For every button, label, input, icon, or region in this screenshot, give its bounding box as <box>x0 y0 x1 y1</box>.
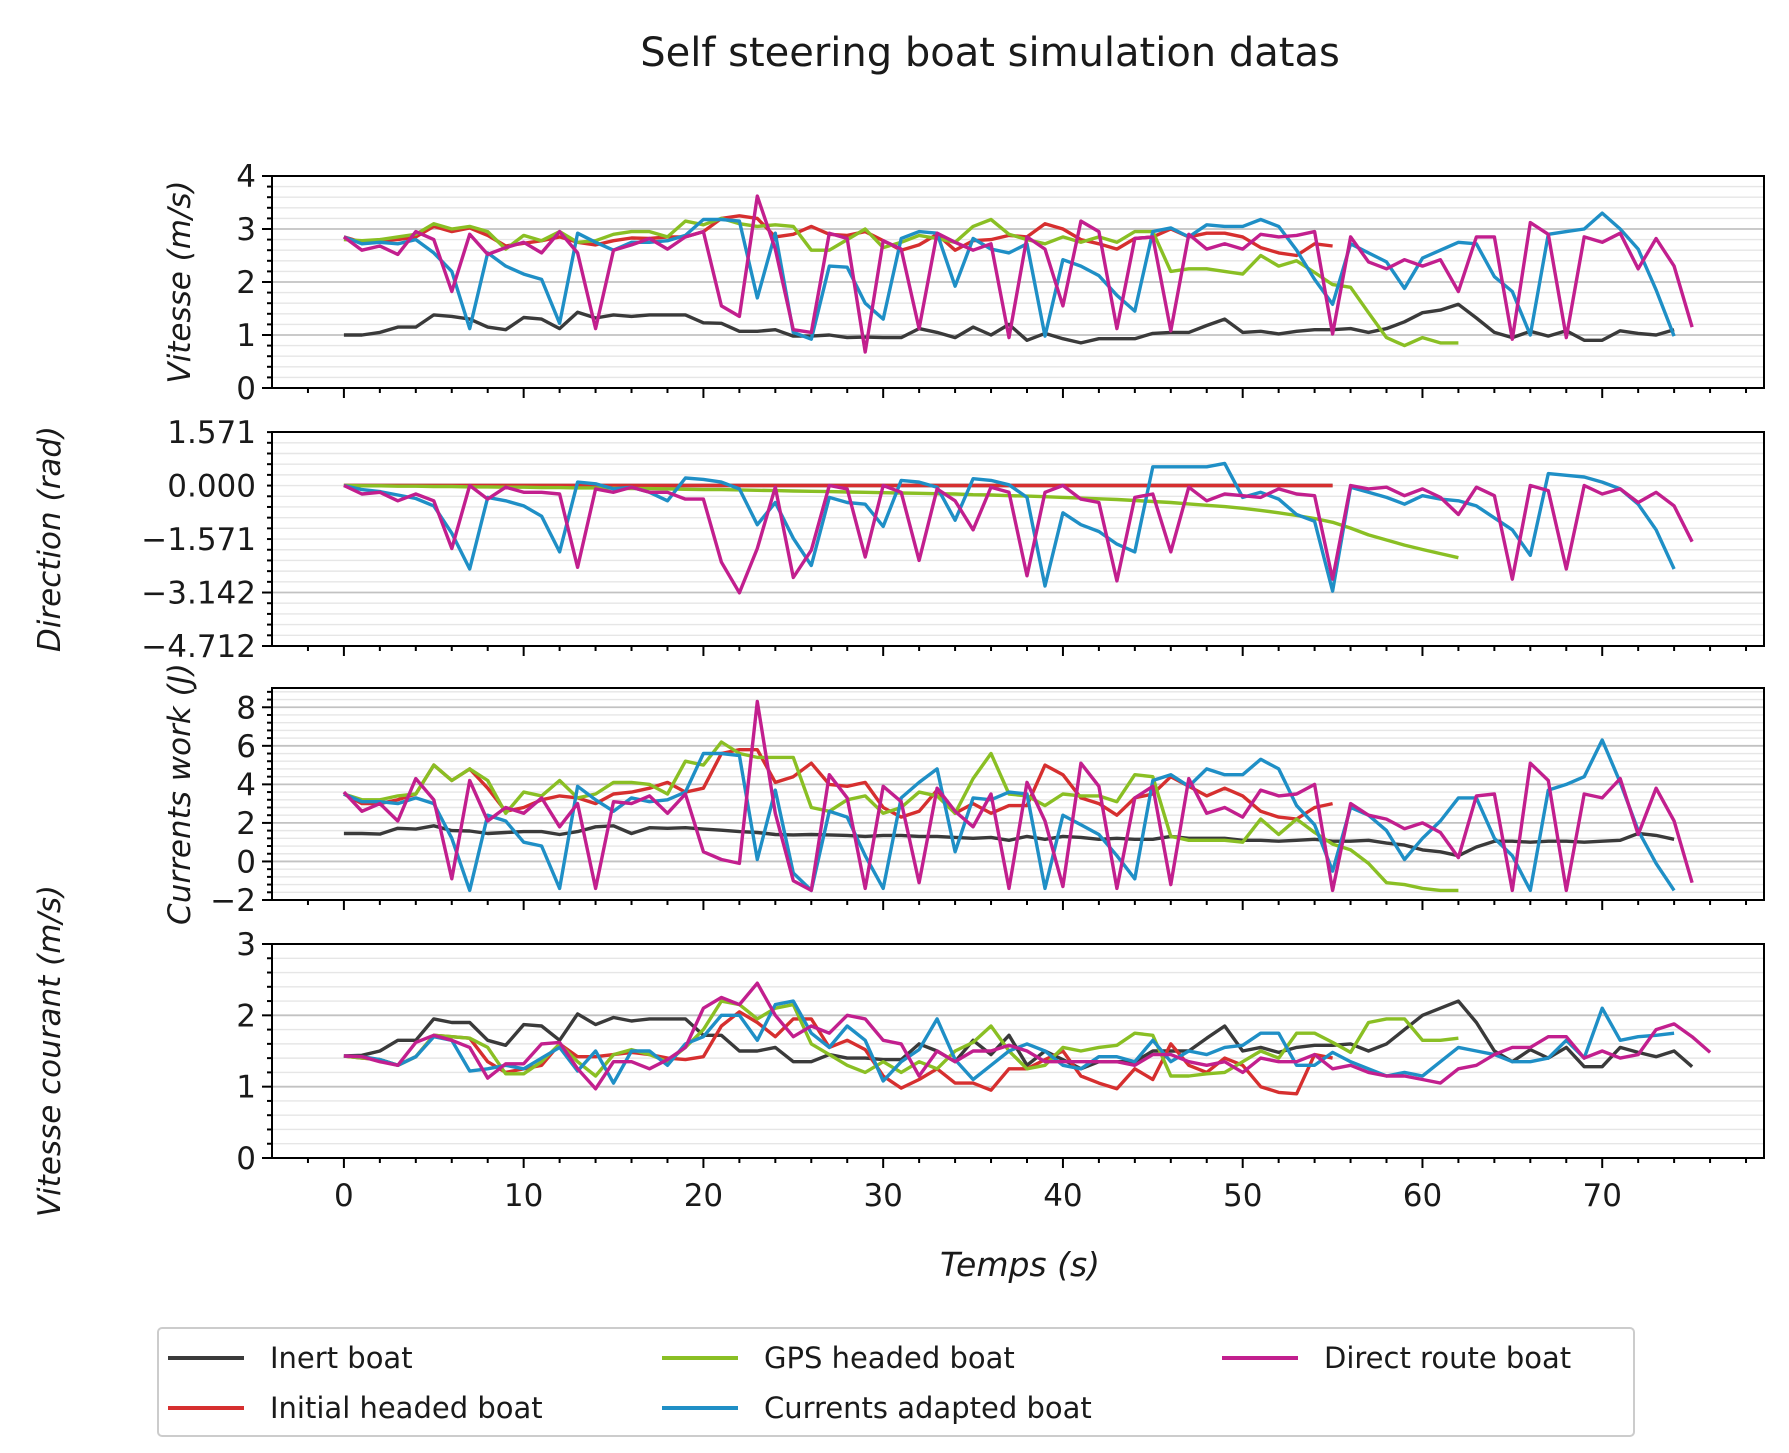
y-axis-label: Direction (rad) <box>32 426 68 652</box>
legend-item-direct-route-boat: Direct route boat <box>1222 1341 1571 1375</box>
legend-label: Currents adapted boat <box>764 1391 1092 1425</box>
y-tick-label: 2 <box>236 998 256 1034</box>
x-tick-label: 0 <box>334 1178 354 1214</box>
y-tick-label: 0.000 <box>167 469 256 505</box>
y-tick-label: 0 <box>236 844 256 880</box>
y-tick-label: 4 <box>236 159 256 195</box>
legend-label: GPS headed boat <box>764 1341 1015 1375</box>
y-tick-label: 1 <box>236 1070 256 1106</box>
y-tick-label: 1 <box>236 318 256 354</box>
subplot-2: 1.571 0.000 −1.571 −3.142 −4.712 Direction (r… <box>32 415 1765 665</box>
y-axis-label: Vitesse (m/s) <box>162 180 198 383</box>
legend-label: Direct route boat <box>1324 1341 1571 1375</box>
y-tick-label: −3.142 <box>141 576 256 612</box>
chart-title: Self steering boat simulation datas <box>640 30 1340 76</box>
x-axis-label: Temps (s) <box>940 1245 1100 1284</box>
series-line-currents-adapted-boat <box>343 738 1676 893</box>
y-tick-label: −4.712 <box>141 629 256 665</box>
legend-label: Initial headed boat <box>270 1391 543 1425</box>
subplot-1: 0 1 2 3 4 Vitesse (m/s) <box>162 159 1765 407</box>
y-tick-label: 3 <box>236 212 256 248</box>
x-tick-label: 10 <box>504 1178 543 1214</box>
y-tick-label: 2 <box>236 806 256 842</box>
y-tick-label: 1.571 <box>167 415 256 451</box>
series-line-direct-route-boat <box>343 483 1694 595</box>
axes-frame <box>271 943 1765 1159</box>
y-tick-label: 8 <box>236 690 256 726</box>
y-tick-label: 0 <box>236 371 256 407</box>
legend-item-currents-adapted-boat: Currents adapted boat <box>662 1391 1092 1425</box>
y-tick-label: 6 <box>236 729 256 765</box>
axes-frame <box>271 175 1765 389</box>
legend-frame <box>157 1327 1635 1437</box>
y-tick-label: −1.571 <box>141 522 256 558</box>
y-tick-label: 3 <box>236 927 256 963</box>
x-tick-label: 40 <box>1043 1178 1082 1214</box>
y-axis-label: Vitesse courant (m/s) <box>32 885 68 1217</box>
y-tick-label: −2 <box>210 883 256 919</box>
y-tick-label: 4 <box>236 767 256 803</box>
axes-frame <box>271 687 1765 901</box>
y-axis-label: Currents work (J) <box>162 663 198 925</box>
series-line-direct-route-boat <box>343 981 1712 1091</box>
axes-frame <box>271 431 1765 647</box>
series-line-inert-boat <box>343 302 1675 345</box>
x-tick-label: 50 <box>1223 1178 1262 1214</box>
series-line-gps-headed-boat <box>343 999 1459 1078</box>
legend: Inert boat Initial headed boat GPS headed … <box>157 1327 1635 1437</box>
series-line-inert-boat <box>343 824 1675 858</box>
legend-item-inert-boat: Inert boat <box>168 1341 413 1375</box>
series-line-currents-adapted-boat <box>343 211 1676 341</box>
x-tick-label: 60 <box>1403 1178 1442 1214</box>
y-tick-label: 0 <box>236 1141 256 1177</box>
legend-item-gps-headed-boat: GPS headed boat <box>662 1341 1015 1375</box>
x-tick-label: 20 <box>684 1178 723 1214</box>
series-line-initial-headed-boat <box>343 1010 1333 1096</box>
legend-item-initial-headed-boat: Initial headed boat <box>168 1391 543 1425</box>
series-line-currents-adapted-boat <box>343 999 1675 1085</box>
series-line-direct-route-boat <box>342 699 1694 893</box>
series-line-direct-route-boat <box>342 194 1694 354</box>
x-tick-label: 70 <box>1582 1178 1621 1214</box>
plot-area: 0 1 2 3 4 Vitesse (m/s) 1.571 0.000 −1.571 −3.142… <box>32 159 1765 1217</box>
y-tick-label: 2 <box>236 265 256 301</box>
subplot-4: 0 1 2 3 Vitesse courant (m/s) <box>32 885 1765 1217</box>
series-line-currents-adapted-boat <box>343 461 1676 593</box>
series-line-inert-boat <box>343 999 1694 1071</box>
legend-label: Inert boat <box>270 1341 413 1375</box>
x-tick-label: 30 <box>863 1178 902 1214</box>
